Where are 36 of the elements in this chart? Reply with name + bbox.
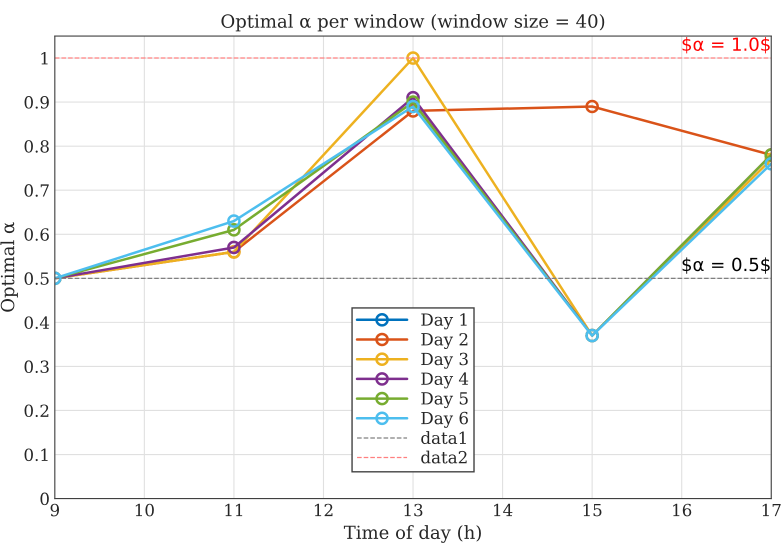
x-tick-label: 17 [762,504,781,516]
x-axis-title: Time of day (h) [344,525,481,543]
y-tick-label: 0.3 [24,360,49,373]
annotation: $α = 1.0$ [682,37,770,54]
y-tick-label: 0.4 [24,316,50,329]
x-tick-label: 10 [136,504,154,516]
x-tick-label: 14 [494,504,512,516]
y-tick-label: 0.2 [24,404,48,418]
x-tick-label: 16 [673,504,692,516]
annotation: $α = 0.5$ [682,257,770,274]
y-tick-label: 0.1 [24,448,48,462]
y-tick-label: 0.9 [24,96,49,109]
x-tick-label: 12 [314,504,332,516]
y-tick-label: 0 [40,492,49,506]
y-tick-label: 0.5 [24,272,49,285]
chart-title: Optimal α per window (window size = 40) [221,14,604,32]
legend-label: data2 [421,450,467,464]
y-tick-label: 0.6 [24,228,49,241]
x-tick-label: 13 [404,504,422,516]
point [227,214,241,228]
point [406,100,420,114]
legend-label: Day 3 [421,352,468,369]
legend-label: Day 6 [421,412,468,428]
y-axis-title: Optimal α [0,222,18,312]
point [406,51,420,65]
x-tick-label: 9 [50,504,59,516]
y-tick-label: 1 [41,52,48,64]
y-tick-label: 0.7 [24,184,49,197]
x-tick-label: 15 [584,504,602,516]
legend-label: Day 5 [421,392,468,408]
legend-label: data1 [421,431,466,444]
y-tick-label: 0.8 [24,140,49,153]
x-tick-label: 11 [225,504,242,516]
legend-label: Day 1 [421,313,467,330]
legend-label: Day 4 [421,372,468,388]
legend-label: Day 2 [421,332,468,350]
